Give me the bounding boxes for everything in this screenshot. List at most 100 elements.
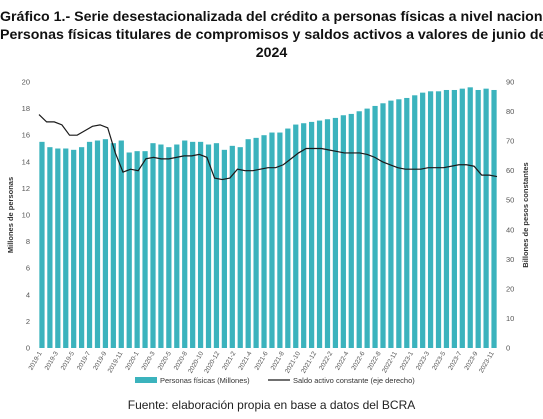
bar bbox=[94, 140, 101, 348]
left-tick-label: 16 bbox=[22, 131, 30, 140]
bar bbox=[301, 123, 307, 348]
legend-line-label: Saldo activo constante (eje derecho) bbox=[293, 376, 415, 385]
bar bbox=[213, 143, 220, 348]
right-tick-label: 20 bbox=[506, 284, 514, 293]
left-tick-label: 4 bbox=[26, 290, 30, 299]
bar bbox=[182, 140, 188, 348]
x-tick-label: 2022-2 bbox=[318, 350, 334, 371]
left-tick-label: 0 bbox=[26, 344, 30, 353]
x-tick-label: 2020-3 bbox=[141, 350, 157, 371]
bar bbox=[491, 89, 497, 348]
left-axis-label: Millones de personas bbox=[6, 177, 15, 253]
left-tick-label: 20 bbox=[22, 78, 30, 87]
bar bbox=[118, 140, 124, 348]
x-tick-label: 2021-6 bbox=[254, 350, 270, 371]
x-tick-label: 2023-7 bbox=[447, 350, 463, 371]
left-tick-label: 18 bbox=[22, 104, 30, 113]
bar bbox=[293, 124, 299, 348]
right-axis-ticks: 0 10 20 30 40 50 60 70 80 90 bbox=[506, 78, 514, 353]
bar bbox=[467, 87, 473, 348]
bar bbox=[412, 95, 418, 348]
bar bbox=[285, 128, 291, 348]
left-tick-label: 6 bbox=[26, 264, 30, 273]
bar bbox=[443, 89, 450, 348]
legend-bar-swatch bbox=[135, 377, 157, 383]
right-tick-label: 80 bbox=[506, 107, 514, 116]
x-tick-label: 2023-1 bbox=[399, 350, 415, 371]
bar bbox=[134, 151, 140, 348]
bar bbox=[39, 141, 45, 348]
bar bbox=[475, 89, 481, 348]
left-axis-ticks: 0 2 4 6 8 10 12 14 16 18 20 bbox=[22, 78, 30, 353]
bar bbox=[142, 151, 148, 348]
bar bbox=[404, 97, 410, 349]
bar bbox=[102, 139, 109, 348]
bar bbox=[388, 100, 394, 349]
x-tick-label: 2022-6 bbox=[350, 350, 366, 371]
bar bbox=[47, 147, 53, 348]
saldo-line bbox=[38, 114, 498, 181]
bar bbox=[237, 147, 243, 348]
right-tick-label: 10 bbox=[506, 314, 514, 323]
x-tick-label: 2019-11 bbox=[107, 350, 125, 374]
x-tick-label: 2023-11 bbox=[478, 350, 496, 374]
bar bbox=[150, 143, 156, 348]
legend: Personas físicas (Millones) Saldo activo… bbox=[135, 376, 415, 385]
bar bbox=[166, 147, 172, 348]
left-tick-label: 8 bbox=[26, 237, 30, 246]
source-note: Fuente: elaboración propia en base a dat… bbox=[127, 398, 416, 412]
bar bbox=[63, 148, 69, 348]
bar bbox=[110, 143, 116, 348]
bar bbox=[205, 144, 212, 348]
x-tick-label: 2021-2 bbox=[221, 350, 237, 371]
bar bbox=[427, 91, 434, 348]
bar bbox=[277, 132, 283, 348]
bar bbox=[316, 120, 323, 348]
bar bbox=[55, 148, 61, 348]
bar bbox=[309, 121, 315, 349]
bar bbox=[356, 111, 362, 348]
right-tick-label: 50 bbox=[506, 196, 514, 205]
left-tick-label: 14 bbox=[22, 157, 30, 166]
bar bbox=[372, 105, 378, 348]
x-tick-label: 2019-3 bbox=[44, 350, 60, 371]
right-tick-label: 70 bbox=[506, 137, 514, 146]
chart-title: Gráfico 1.- Serie desestacionalizada del… bbox=[0, 8, 543, 62]
bar bbox=[158, 144, 164, 348]
x-tick-label: 2021-8 bbox=[270, 350, 286, 371]
right-tick-label: 90 bbox=[506, 78, 514, 87]
chart: 0 2 4 6 8 10 12 14 16 18 20 0 10 20 30 40 50 60 70 80 90 20… bbox=[6, 78, 530, 386]
line-series bbox=[38, 114, 498, 181]
x-tick-label: 2019-7 bbox=[76, 350, 92, 371]
x-tick-label: 2023-9 bbox=[463, 350, 479, 371]
bar bbox=[324, 119, 331, 349]
bar bbox=[435, 91, 442, 348]
bar bbox=[420, 92, 426, 348]
title-line-2: Personas físicas titulares de compromiso… bbox=[0, 27, 543, 43]
legend-bar-label: Personas físicas (Millones) bbox=[160, 376, 250, 385]
bar bbox=[197, 141, 204, 348]
bar bbox=[253, 137, 259, 348]
bar bbox=[221, 149, 227, 348]
bar bbox=[86, 141, 93, 348]
x-tick-label: 2023-5 bbox=[431, 350, 447, 371]
right-tick-label: 40 bbox=[506, 225, 514, 234]
bar bbox=[245, 139, 251, 348]
right-tick-label: 60 bbox=[506, 166, 514, 175]
right-tick-label: 30 bbox=[506, 255, 514, 264]
bar bbox=[190, 141, 196, 348]
bar bbox=[348, 113, 354, 348]
bar bbox=[71, 149, 77, 348]
x-tick-label: 2021-4 bbox=[237, 350, 253, 371]
x-tick-label: 2022-4 bbox=[334, 350, 350, 371]
bar bbox=[364, 108, 370, 348]
bar bbox=[459, 88, 465, 349]
x-tick-label: 2020-5 bbox=[157, 350, 173, 371]
bar bbox=[229, 145, 235, 348]
bar bbox=[396, 99, 402, 348]
right-tick-label: 0 bbox=[506, 344, 510, 353]
left-tick-label: 2 bbox=[26, 317, 30, 326]
x-tick-label: 2019-1 bbox=[28, 350, 44, 371]
x-tick-label: 2019-5 bbox=[60, 350, 76, 371]
